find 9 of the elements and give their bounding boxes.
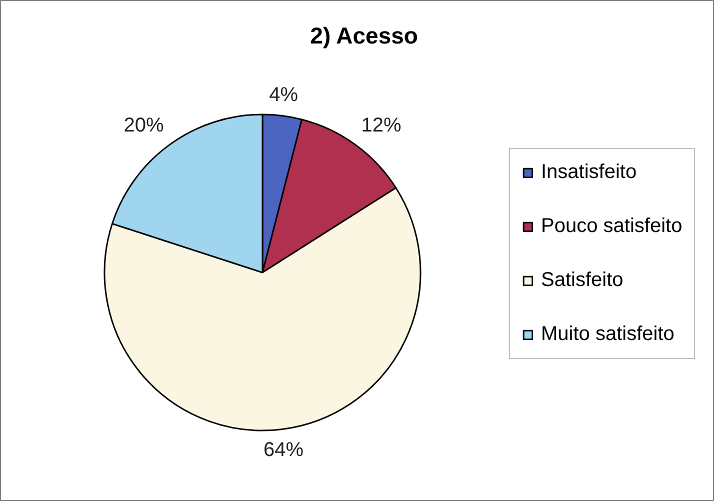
legend-label: Insatisfeito bbox=[541, 161, 637, 184]
data-label: 20% bbox=[124, 114, 164, 137]
chart-title: 2) Acesso bbox=[310, 22, 418, 48]
data-label: 12% bbox=[361, 114, 402, 137]
legend-label: Muito satisfeito bbox=[541, 323, 674, 346]
data-label: 4% bbox=[269, 84, 298, 106]
legend-label: Pouco satisfeito bbox=[541, 215, 682, 238]
legend-label: Satisfeito bbox=[541, 269, 624, 292]
data-label: 64% bbox=[264, 439, 304, 462]
